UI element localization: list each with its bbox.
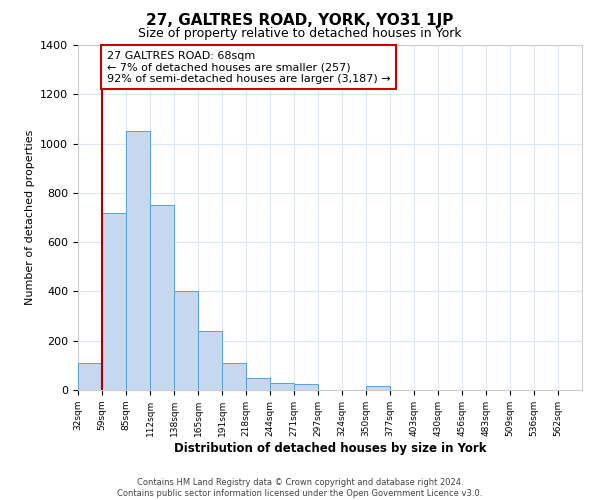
Bar xyxy=(270,382,294,390)
Text: 27 GALTRES ROAD: 68sqm
← 7% of detached houses are smaller (257)
92% of semi-det: 27 GALTRES ROAD: 68sqm ← 7% of detached … xyxy=(107,50,391,84)
Text: 27, GALTRES ROAD, YORK, YO31 1JP: 27, GALTRES ROAD, YORK, YO31 1JP xyxy=(146,12,454,28)
Bar xyxy=(150,205,174,390)
Text: Contains HM Land Registry data © Crown copyright and database right 2024.
Contai: Contains HM Land Registry data © Crown c… xyxy=(118,478,482,498)
Bar xyxy=(294,384,318,390)
Bar xyxy=(174,292,198,390)
Bar xyxy=(222,363,246,390)
Text: Size of property relative to detached houses in York: Size of property relative to detached ho… xyxy=(138,28,462,40)
X-axis label: Distribution of detached houses by size in York: Distribution of detached houses by size … xyxy=(174,442,486,454)
Bar xyxy=(366,386,390,390)
Bar xyxy=(78,363,102,390)
Bar xyxy=(198,331,222,390)
Y-axis label: Number of detached properties: Number of detached properties xyxy=(25,130,35,305)
Bar xyxy=(246,378,270,390)
Bar xyxy=(126,131,150,390)
Bar xyxy=(102,212,126,390)
